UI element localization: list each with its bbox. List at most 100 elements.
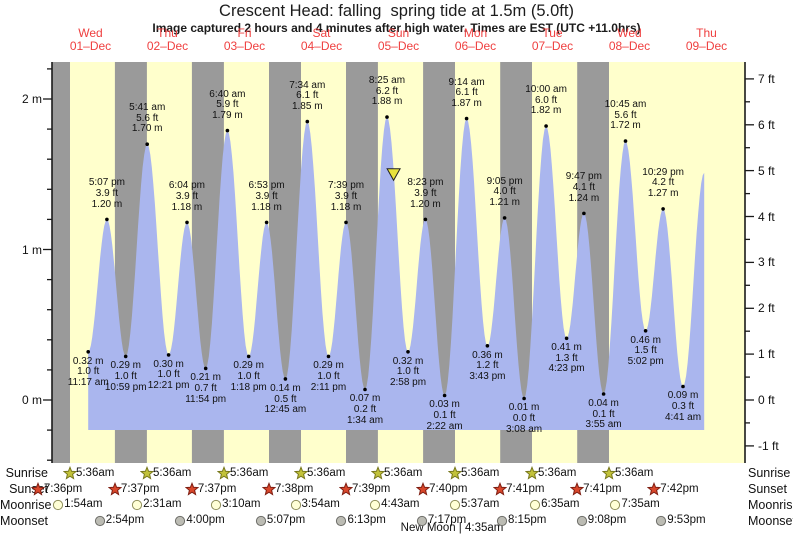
y-axis-label-right: 4 ft xyxy=(758,209,775,224)
tide-extreme-dot xyxy=(601,392,606,396)
sunset-time: 7:37pm xyxy=(197,482,237,495)
sunrise-star-icon xyxy=(524,466,539,480)
tide-extreme-dot xyxy=(123,354,128,359)
sunrise-time: 5:36am xyxy=(75,466,115,479)
tide-extreme-dot xyxy=(145,142,149,146)
moonrise-time: 7:35am xyxy=(621,498,660,510)
tide-extreme-dot xyxy=(105,217,109,222)
tide-extreme-dot xyxy=(485,344,490,348)
sunset-star-icon xyxy=(416,482,431,496)
high-tide-label: 7:34 am 6.1 ft 1.85 m xyxy=(289,79,326,112)
sunrise-star-icon xyxy=(370,466,385,480)
high-tide-label: 6:04 pm 3.9 ft 1.18 m xyxy=(168,180,206,213)
tide-extreme-dot xyxy=(643,329,648,333)
y-axis-label-right: 7 ft xyxy=(758,71,775,86)
moonrise-time: 6:35am xyxy=(541,498,580,510)
sunrise-time: 5:36am xyxy=(383,466,423,479)
sunrise-star-icon xyxy=(139,466,154,480)
y-axis-label-right: 2 ft xyxy=(758,301,775,316)
low-tide-label: 0.29 m 1.0 ft 1:18 pm xyxy=(230,360,267,393)
high-tide-label: 9:14 am 6.1 ft 1.87 m xyxy=(448,76,485,109)
y-axis-label-right: 1 ft xyxy=(758,347,775,362)
tide-extreme-dot xyxy=(564,336,569,341)
current-time-marker xyxy=(386,168,401,182)
high-tide-label: 6:40 am 5.9 ft 1.79 m xyxy=(209,88,246,121)
moonset-circle-icon xyxy=(94,515,105,526)
moonrise-time: 4:43am xyxy=(381,498,420,510)
day-label: Thu 09–Dec xyxy=(685,26,728,53)
tide-extreme-dot xyxy=(283,377,288,381)
high-tide-label: 5:41 am 5.6 ft 1.70 m xyxy=(129,102,166,135)
moonrise-circle-icon xyxy=(211,499,222,510)
moonset-time: 7:17pm xyxy=(427,514,467,526)
tide-extreme-dot xyxy=(522,396,526,401)
moonset-circle-icon xyxy=(255,515,267,526)
low-tide-label: 0.36 m 1.2 ft 3:43 pm xyxy=(469,349,506,382)
tide-extreme-dot xyxy=(166,353,171,357)
tide-extreme-dot xyxy=(544,124,548,128)
day-label: Sat 04–Dec xyxy=(300,26,343,53)
moonset-circle-icon xyxy=(576,515,587,526)
sunset-star-icon xyxy=(107,482,122,496)
sunset-time: 7:41pm xyxy=(583,482,622,495)
low-tide-label: 0.29 m 1.0 ft 2:11 pm xyxy=(310,360,347,393)
sunset-star-icon xyxy=(493,482,508,496)
moonrise-time: 2:31am xyxy=(143,498,182,510)
sunset-time: 7:42pm xyxy=(660,482,699,495)
high-tide-label: 8:23 pm 3.9 ft 1.20 m xyxy=(407,177,444,210)
tide-extreme-dot xyxy=(326,354,331,359)
sunrise-time: 5:36am xyxy=(152,466,192,479)
sunset-star-icon xyxy=(339,482,354,496)
astro-row-label-sunrise-right: Sunrise xyxy=(748,466,791,480)
high-tide-label: 7:39 pm 3.9 ft 1.18 m xyxy=(327,180,365,213)
tide-curve xyxy=(88,117,705,430)
high-tide-label: 9:05 pm 4.0 ft 1.21 m xyxy=(486,175,523,209)
sunrise-star-icon xyxy=(293,466,308,480)
day-label: Tue 07–Dec xyxy=(531,26,574,53)
sunrise-star-icon xyxy=(447,466,462,480)
low-tide-label: 0.21 m 0.7 ft 11:54 pm xyxy=(185,372,227,405)
y-axis-label-right: -1 ft xyxy=(758,438,779,453)
high-tide-label: 5:07 pm 3.9 ft 1.20 m xyxy=(88,177,125,210)
high-tide-label: 10:00 am 6.0 ft 1.82 m xyxy=(525,84,567,117)
tide-extreme-dot xyxy=(225,128,230,133)
sunrise-star-icon xyxy=(216,466,231,480)
high-tide-label: 9:47 pm 4.1 ft 1.24 m xyxy=(565,171,602,204)
tide-extreme-dot xyxy=(406,350,410,354)
y-axis-label-right: 0 ft xyxy=(758,393,775,407)
astro-row-label-moonset-left: Moonset xyxy=(0,513,48,528)
moonrise-circle-icon xyxy=(52,499,64,510)
moonrise-circle-icon xyxy=(290,499,301,510)
tide-extreme-dot xyxy=(623,139,628,143)
sunset-star-icon xyxy=(184,482,199,496)
tide-extreme-dot xyxy=(442,393,447,398)
astro-row-label-sunset-right: Sunset xyxy=(748,482,787,496)
astro-row-label-moonrise-left: Moonrise xyxy=(0,497,52,512)
page-title: Crescent Head: falling spring tide at 1.… xyxy=(219,2,574,20)
moonrise-circle-icon xyxy=(610,499,621,510)
moonset-time: 9:08pm xyxy=(587,514,627,526)
tide-extreme-dot xyxy=(661,207,665,211)
day-label: Mon 06–Dec xyxy=(454,26,497,53)
y-axis-label-right: 3 ft xyxy=(758,255,775,270)
day-label: Wed 01–Dec xyxy=(69,26,112,53)
tide-extreme-dot xyxy=(344,220,348,225)
tide-extreme-dot xyxy=(246,354,251,359)
high-tide-label: 6:53 pm 3.9 ft 1.18 m xyxy=(248,180,285,213)
y-axis-label-left: 1 m xyxy=(21,242,42,257)
tide-extreme-dot xyxy=(681,384,685,389)
high-tide-label: 8:25 am 6.2 ft 1.88 m xyxy=(368,75,406,108)
tide-extreme-dot xyxy=(464,116,469,121)
moonrise-time: 1:54am xyxy=(64,498,103,510)
moonset-circle-icon xyxy=(336,515,347,526)
sunrise-time: 5:36am xyxy=(229,466,269,479)
sunset-star-icon xyxy=(570,482,585,496)
moonset-time: 8:15pm xyxy=(507,514,547,526)
tide-extreme-dot xyxy=(582,211,586,216)
moonset-circle-icon xyxy=(175,515,186,526)
tide-extreme-dot xyxy=(86,350,90,354)
tide-extreme-dot xyxy=(363,387,367,392)
moonrise-circle-icon xyxy=(370,499,381,510)
sunset-star-icon xyxy=(30,482,45,496)
high-tide-label: 10:45 am 5.6 ft 1.72 m xyxy=(604,99,647,132)
